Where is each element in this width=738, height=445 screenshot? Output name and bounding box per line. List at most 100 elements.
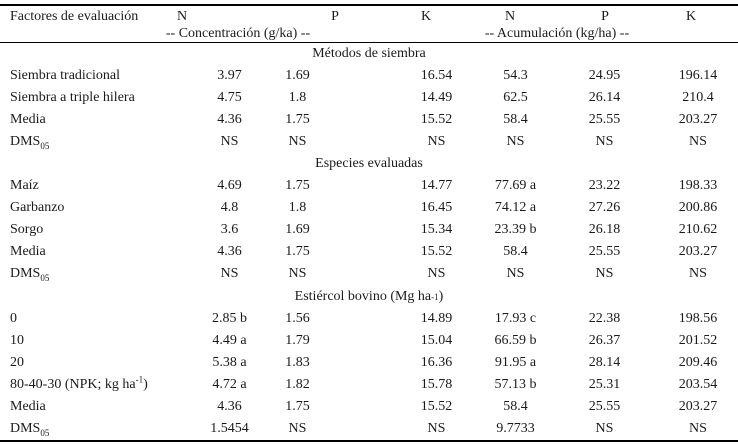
cell-value: 16.36 <box>420 354 453 370</box>
cell-value: 15.78 <box>420 376 453 392</box>
cell-value: 15.04 <box>420 332 453 348</box>
cell-value: 209.46 <box>678 354 718 370</box>
row-label-text: Media <box>10 398 46 414</box>
cell-value: 1.5454 <box>210 420 249 436</box>
row-label: Siembra tradicional <box>0 68 185 84</box>
col-header-p-concentration: P <box>331 9 339 24</box>
cell-value: 5.38 a <box>212 354 247 370</box>
row-label-text: Media <box>10 112 46 128</box>
row-label: 80-40-30 (NPK; kg ha-1) <box>0 374 185 393</box>
cell-value: 4.49 a <box>212 332 247 348</box>
row-label-text: Siembra a triple hilera <box>10 90 135 106</box>
cell-value: 4.69 <box>217 178 242 194</box>
table-body: Métodos de siembra Siembra tradicional 3.9… <box>0 43 738 440</box>
row-label-text: 10 <box>10 332 24 348</box>
cell-value: 1.8 <box>288 90 307 106</box>
group-header-accumulation: -- Acumulación (kg/ha) -- <box>484 26 630 41</box>
table-row: Garbanzo 4.8 1.8 16.45 74.12 a 27.26 200.86 <box>0 197 738 219</box>
header-rule <box>0 42 738 43</box>
row-label-text: DMS <box>10 134 41 150</box>
row-label-text: Siembra tradicional <box>10 68 121 84</box>
cell-value: 1.8 <box>288 200 307 216</box>
table-row: Media 4.36 1.75 15.52 58.4 25.55 203.27 <box>0 109 738 131</box>
table-row: Sorgo 3.6 1.69 15.34 23.39 b 26.18 210.62 <box>0 219 738 241</box>
cell-value: 1.82 <box>285 376 310 392</box>
cell-value: NS <box>689 134 707 150</box>
cell-value: NS <box>689 420 707 436</box>
row-label-text: DMS <box>10 266 41 282</box>
section-title: Especies evaluadas <box>315 156 423 172</box>
cell-value: 26.18 <box>588 222 621 238</box>
table-row: DMS05 NS NS NS NS NS NS <box>0 263 738 285</box>
cell-value: 26.14 <box>588 90 621 106</box>
col-header-n-concentration: N <box>176 9 188 24</box>
cell-value: 14.49 <box>420 90 453 106</box>
top-rule <box>0 4 738 6</box>
col-header-p-accumulation: P <box>601 9 609 24</box>
cell-value: 25.55 <box>588 112 621 128</box>
table-header: Factores de evaluación N P K N P K -- Co… <box>0 5 738 42</box>
cell-value: 1.75 <box>285 398 310 414</box>
cell-value: 1.75 <box>285 178 310 194</box>
table-row: 10 4.49 a 1.79 15.04 66.59 b 26.37 201.52 <box>0 330 738 352</box>
row-label: DMS05 <box>0 421 185 437</box>
cell-value: 1.56 <box>285 310 310 326</box>
cell-value: 58.4 <box>503 244 528 260</box>
cell-value: 28.14 <box>588 354 621 370</box>
cell-value: 210.4 <box>682 90 714 106</box>
cell-value: 203.27 <box>678 398 718 414</box>
cell-value: 62.5 <box>503 90 528 106</box>
cell-value: 1.83 <box>285 354 310 370</box>
cell-value: 203.27 <box>678 244 718 260</box>
row-label: 20 <box>0 355 185 371</box>
cell-value: 15.52 <box>420 398 453 414</box>
section-header-row: Estiércol bovino (Mg ha -1) <box>294 288 444 304</box>
cell-value: 4.75 <box>217 90 242 106</box>
cell-value: NS <box>427 134 446 150</box>
row-label-subscript: 05 <box>40 141 50 151</box>
cell-value: 1.69 <box>285 222 310 238</box>
cell-value: 3.6 <box>220 222 239 238</box>
cell-value: 15.52 <box>420 244 453 260</box>
cell-value: NS <box>288 266 307 282</box>
cell-value: 14.77 <box>420 178 453 194</box>
row-label: 0 <box>0 311 185 327</box>
row-label: Maíz <box>0 178 185 194</box>
cell-value: 203.27 <box>678 112 718 128</box>
cell-value: 4.36 <box>217 112 242 128</box>
section-header-row: Especies evaluadas <box>0 153 738 175</box>
cell-value: 210.62 <box>678 222 718 238</box>
row-label: Sorgo <box>0 222 185 238</box>
cell-value: 66.59 b <box>494 332 537 348</box>
row-label-text: Maíz <box>10 178 39 194</box>
cell-value: NS <box>220 266 239 282</box>
row-label: DMS05 <box>0 134 185 150</box>
section-title-end: ) <box>438 288 444 304</box>
cell-value: 26.37 <box>588 332 621 348</box>
section-title: Métodos de siembra <box>312 46 426 62</box>
cell-value: 27.26 <box>588 200 621 216</box>
cell-value: 196.14 <box>678 68 718 84</box>
row-label: DMS05 <box>0 266 185 282</box>
row-label-superscript: -1 <box>135 374 144 385</box>
cell-value: NS <box>220 134 239 150</box>
cell-value: NS <box>689 266 707 282</box>
cell-value: NS <box>427 420 446 436</box>
table-row: Siembra tradicional 3.97 1.69 16.54 54.3 24.9… <box>0 65 738 87</box>
cell-value: 200.86 <box>678 200 718 216</box>
cell-value: 201.52 <box>678 332 718 348</box>
cell-value: 203.54 <box>678 376 718 392</box>
cell-value: NS <box>506 134 525 150</box>
table-row: DMS05 1.5454 NS NS 9.7733 NS NS <box>0 418 738 440</box>
row-label: Media <box>0 112 185 128</box>
group-header-concentration: -- Concentración (g/ka) -- <box>165 26 311 41</box>
cell-value: 198.56 <box>678 310 718 326</box>
cell-value: NS <box>288 420 307 436</box>
row-label: Siembra a triple hilera <box>0 90 185 106</box>
cell-value: 3.97 <box>217 68 242 84</box>
cell-value: 4.36 <box>217 398 242 414</box>
cell-value: 22.38 <box>588 310 621 326</box>
cell-value: 77.69 a <box>494 178 537 194</box>
table-row: Siembra a triple hilera 4.75 1.8 14.49 62.5 2… <box>0 87 738 109</box>
